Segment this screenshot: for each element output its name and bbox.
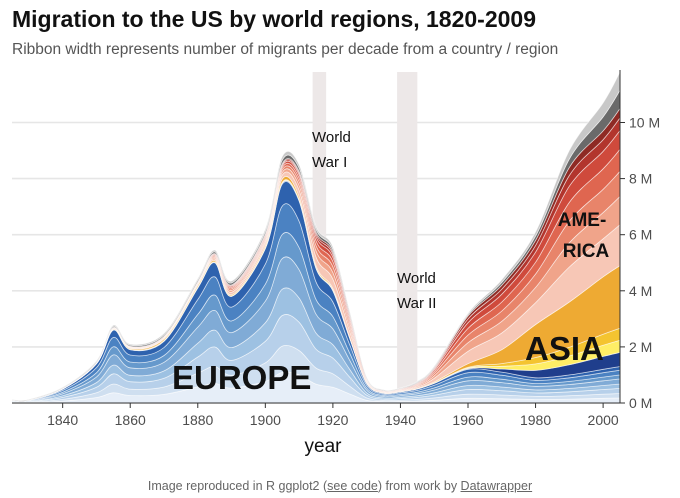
x-tick-label: 1900 — [250, 412, 281, 428]
annotations: World War I World War II EUROPE ASIA AME- RICA — [172, 129, 609, 396]
america-label-line2: RICA — [563, 241, 610, 262]
x-axis-title: year — [305, 436, 343, 457]
caption-prefix: Image reproduced in R ggplot2 ( — [147, 479, 328, 493]
y-tick-label: 4 M — [629, 283, 652, 299]
stream-layers — [11, 71, 621, 404]
europe-label: EUROPE — [172, 359, 311, 396]
wwi-label-line1: World — [312, 129, 351, 146]
x-tick-label: 1960 — [452, 412, 483, 428]
datawrapper-link[interactable]: Datawrapper — [460, 479, 533, 493]
chart-title: Migration to the US by world regions, 18… — [12, 6, 537, 32]
wwii-label-line2: War II — [397, 295, 436, 312]
x-tick-label: 1860 — [115, 412, 146, 428]
x-tick-label: 1840 — [47, 412, 78, 428]
y-tick-label: 8 M — [629, 171, 652, 187]
x-tick-label: 1940 — [385, 412, 416, 428]
y-tick-label: 2 M — [629, 339, 652, 355]
x-tick-label: 1980 — [520, 412, 551, 428]
y-tick-label: 10 M — [629, 114, 660, 130]
axes: 0 M 2 M 4 M 6 M 8 M 10 M 1840 1860 1880 1900 1920 1… — [12, 70, 660, 457]
see-code-link[interactable]: see code — [327, 479, 378, 493]
wwii-label-line1: World — [397, 270, 436, 287]
y-tick-label: 6 M — [629, 227, 652, 243]
caption-middle: ) from work by — [377, 479, 461, 493]
caption: Image reproduced in R ggplot2 (see code)… — [0, 479, 680, 493]
x-tick-label: 1880 — [182, 412, 213, 428]
asia-label: ASIA — [525, 330, 604, 367]
y-tick-label: 0 M — [629, 395, 652, 411]
america-label-line1: AME- — [558, 210, 607, 231]
x-tick-label: 1920 — [317, 412, 348, 428]
x-tick-label: 2000 — [588, 412, 619, 428]
war-shade-2 — [397, 72, 418, 403]
wwi-label-line2: War I — [312, 154, 347, 171]
chart-subtitle: Ribbon width represents number of migran… — [12, 41, 559, 58]
